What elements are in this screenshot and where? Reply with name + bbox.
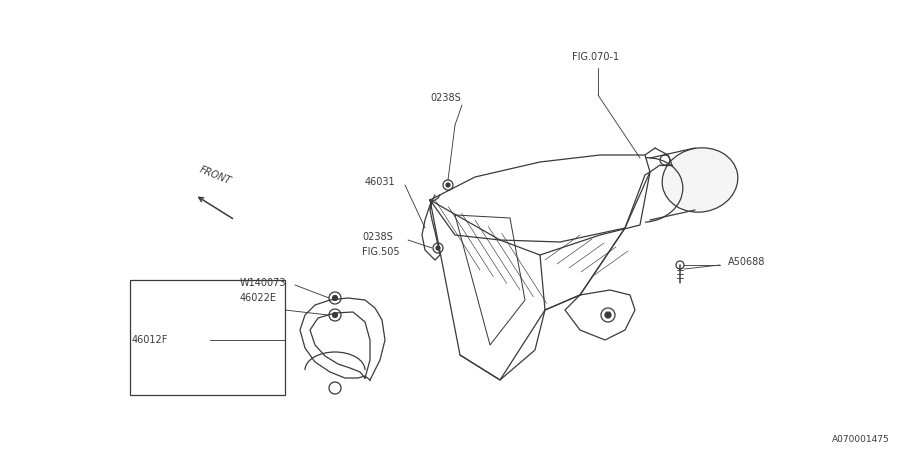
Text: 46022E: 46022E: [240, 293, 277, 303]
Ellipse shape: [662, 148, 738, 212]
Circle shape: [332, 312, 338, 318]
Text: 46031: 46031: [365, 177, 396, 187]
Text: 46012F: 46012F: [132, 335, 168, 345]
Text: A070001475: A070001475: [832, 436, 890, 445]
Circle shape: [332, 296, 338, 301]
Circle shape: [436, 246, 440, 250]
Circle shape: [446, 183, 450, 187]
Text: A50688: A50688: [728, 257, 765, 267]
Text: W140073: W140073: [240, 278, 286, 288]
Text: 0238S: 0238S: [362, 232, 392, 242]
Bar: [130, 280, 285, 395]
Text: FIG.505: FIG.505: [362, 247, 400, 257]
Text: 0238S: 0238S: [430, 93, 461, 103]
Text: FRONT: FRONT: [198, 164, 232, 186]
Circle shape: [605, 312, 611, 318]
Text: FIG.070-1: FIG.070-1: [572, 52, 619, 62]
